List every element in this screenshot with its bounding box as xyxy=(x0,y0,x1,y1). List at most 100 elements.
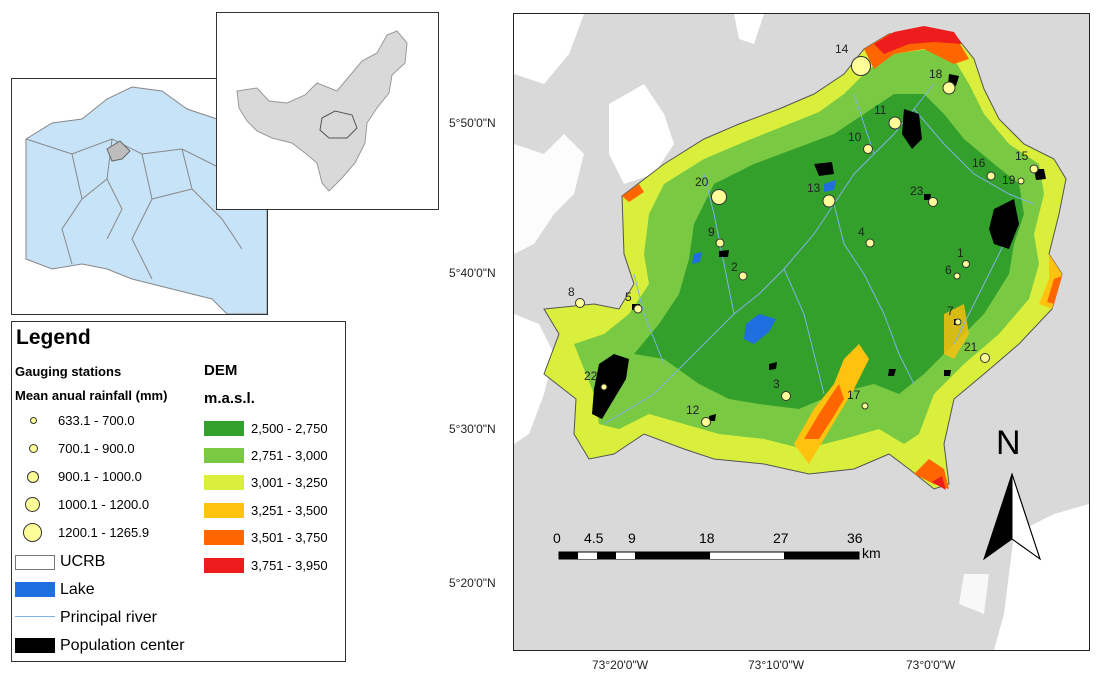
dem-swatch-4 xyxy=(204,503,244,518)
dem-unit: m.a.s.l. xyxy=(204,390,255,407)
station-label-7: 7 xyxy=(947,304,954,318)
station-label-9: 9 xyxy=(708,225,715,239)
station-label-6: 6 xyxy=(945,263,952,277)
station-16 xyxy=(986,171,996,181)
lat-label-3: 5°30'0"N xyxy=(449,422,496,436)
lat-label-4: 5°20'0"N xyxy=(449,576,496,590)
north-label: N xyxy=(996,424,1021,462)
dem-class-3: 3,001 - 3,250 xyxy=(251,475,328,490)
rainfall-heading: Mean anual rainfall (mm) xyxy=(15,388,168,403)
station-label-23: 23 xyxy=(910,184,924,198)
basin-outline-inset xyxy=(319,110,358,139)
station-label-12: 12 xyxy=(686,403,700,417)
station-17 xyxy=(861,402,869,410)
station-7 xyxy=(954,318,962,326)
rainfall-class-5: 1200.1 - 1265.9 xyxy=(58,525,150,540)
station-label-10: 10 xyxy=(848,130,862,144)
population-label: Population center xyxy=(60,637,185,654)
lat-label-1: 5°50'0"N xyxy=(449,116,496,130)
station-11 xyxy=(888,116,902,130)
station-label-11: 11 xyxy=(874,103,887,117)
rainfall-symbol-1 xyxy=(30,417,37,424)
station-23 xyxy=(928,197,938,207)
station-20 xyxy=(711,189,727,205)
rainfall-class-4: 1000.1 - 1200.0 xyxy=(58,497,150,512)
legend-title: Legend xyxy=(16,326,91,349)
station-19 xyxy=(1017,177,1025,185)
dem-class-6: 3,751 - 3,950 xyxy=(251,558,328,573)
stations-heading: Gauging stations xyxy=(15,364,122,379)
scale-bar xyxy=(558,551,860,560)
dem-class-2: 2,751 - 3,000 xyxy=(251,448,328,463)
river-label: Principal river xyxy=(60,609,157,626)
station-label-16: 16 xyxy=(972,156,986,170)
station-22 xyxy=(600,383,608,391)
scale-tick-18: 18 xyxy=(699,530,715,546)
lat-label-2: 5°40'0"N xyxy=(449,266,496,280)
station-label-13: 13 xyxy=(807,181,821,195)
department-inset-map xyxy=(216,12,439,210)
boyaca-highlight xyxy=(106,140,131,162)
rainfall-class-3: 900.1 - 1000.0 xyxy=(58,469,142,484)
scale-tick-0: 0 xyxy=(553,530,561,546)
dem-swatch-1 xyxy=(204,421,244,436)
river-symbol xyxy=(15,616,55,617)
dem-swatch-6 xyxy=(204,558,244,573)
main-map-svg: 1 2 3 4 5 6 7 8 9 10 11 12 13 14 15 16 1… xyxy=(514,14,1089,650)
station-10 xyxy=(863,144,873,154)
dem-class-4: 3,251 - 3,500 xyxy=(251,503,328,518)
station-6 xyxy=(953,272,961,280)
station-label-22: 22 xyxy=(584,369,598,383)
lon-label-1: 73°20'0"W xyxy=(592,658,649,672)
basin-elevation-band-1 xyxy=(634,94,1024,409)
lake-symbol xyxy=(15,582,55,597)
country-shape xyxy=(25,86,267,314)
station-15 xyxy=(1029,164,1039,174)
scale-unit: km xyxy=(862,545,881,561)
lake-1 xyxy=(744,314,776,344)
dem-heading: DEM xyxy=(204,362,238,379)
station-label-15: 15 xyxy=(1015,149,1029,163)
station-label-5: 5 xyxy=(625,290,632,304)
rainfall-symbol-5 xyxy=(23,523,42,542)
station-label-2: 2 xyxy=(731,260,738,274)
rainfall-symbol-4 xyxy=(25,497,40,512)
scale-tick-4-5: 4.5 xyxy=(584,530,604,546)
station-14 xyxy=(851,56,871,76)
high-west-edge xyxy=(622,184,644,202)
station-8 xyxy=(575,298,585,308)
high-ridge-east-peak xyxy=(932,476,946,490)
station-1 xyxy=(962,260,970,268)
station-9 xyxy=(715,238,725,248)
station-label-4: 4 xyxy=(858,225,865,239)
lon-label-2: 73°10'0"W xyxy=(748,658,805,672)
lake-label: Lake xyxy=(60,581,95,598)
station-label-3: 3 xyxy=(773,377,780,391)
population-symbol xyxy=(15,638,55,653)
dem-swatch-2 xyxy=(204,448,244,463)
station-label-17: 17 xyxy=(847,388,861,402)
station-label-8: 8 xyxy=(568,285,575,299)
lake-2 xyxy=(692,252,702,264)
ucrb-label: UCRB xyxy=(60,553,106,570)
station-label-18: 18 xyxy=(929,67,943,81)
department-inset-svg xyxy=(217,13,438,209)
rainfall-symbol-3 xyxy=(27,471,39,483)
high-ridge-south-peak xyxy=(804,384,844,439)
rainfall-class-1: 633.1 - 700.0 xyxy=(58,413,135,428)
north-arrow xyxy=(983,472,1041,561)
lake-3 xyxy=(824,180,836,192)
high-east-edge xyxy=(1039,254,1062,309)
station-5 xyxy=(633,304,643,314)
legend: Legend Gauging stations Mean anual rainf… xyxy=(11,321,346,662)
lon-label-3: 73°0'0"W xyxy=(906,658,956,672)
station-18 xyxy=(942,81,956,95)
high-north-peak xyxy=(874,26,962,54)
station-12 xyxy=(701,417,711,427)
dem-class-5: 3,501 - 3,750 xyxy=(251,530,328,545)
scale-tick-36: 36 xyxy=(847,530,863,546)
ucrb-symbol xyxy=(15,555,55,570)
station-13 xyxy=(822,194,836,208)
station-label-20: 20 xyxy=(695,175,709,189)
station-label-1: 1 xyxy=(957,246,964,260)
